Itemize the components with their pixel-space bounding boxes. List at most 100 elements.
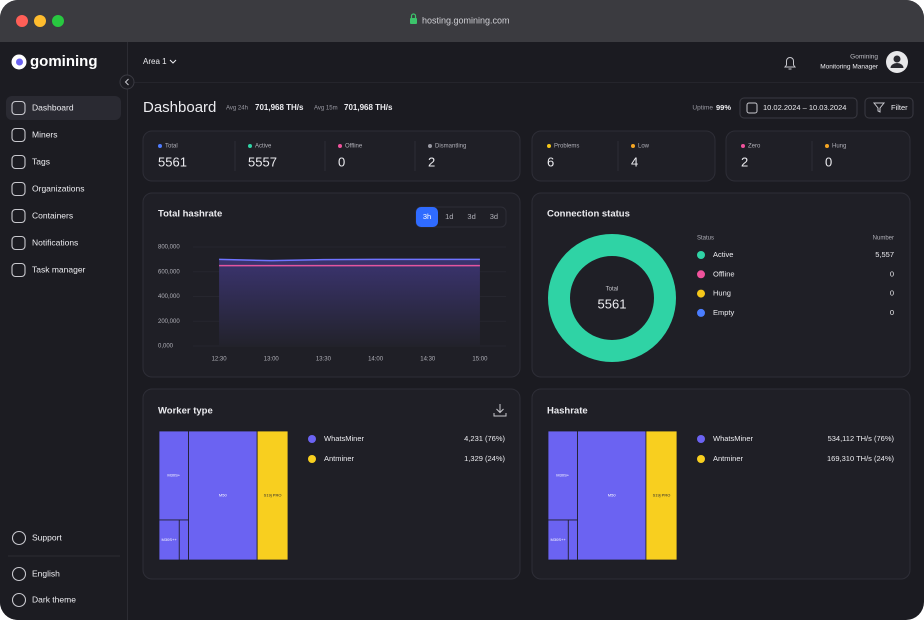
area-select[interactable]: Area 1 <box>143 57 177 66</box>
legend-dot <box>697 308 705 317</box>
bell-icon[interactable] <box>784 57 796 70</box>
legend-header: Status <box>697 236 714 242</box>
tab[interactable]: 1d <box>445 212 453 221</box>
legend-dot <box>697 270 705 279</box>
collapse-arrow <box>124 78 129 86</box>
treemap-tile <box>256 430 289 561</box>
item-label: Support <box>32 532 62 542</box>
chevron <box>169 59 177 64</box>
nav-icon <box>11 127 26 143</box>
sidebar <box>0 42 127 620</box>
legend-label: Antminer <box>713 454 744 463</box>
area-label: Area 1 <box>143 57 167 66</box>
tile-label: S19j PRO <box>264 493 282 498</box>
status-dot <box>248 144 252 148</box>
status-dot <box>338 144 342 148</box>
tile-label: S19j PRO <box>653 493 671 498</box>
legend-label: Hung <box>713 289 731 298</box>
date-range: 10.02.2024 – 10.03.2024 <box>763 103 846 112</box>
center-value: 5561 <box>598 296 627 311</box>
stat-label: Zero <box>748 144 761 150</box>
sidebar-bottom-item[interactable]: Dark theme <box>11 592 77 608</box>
tab[interactable]: 3h <box>416 207 438 227</box>
nav-item[interactable]: Containers <box>11 208 73 224</box>
card <box>725 130 911 182</box>
card <box>142 130 521 182</box>
nav-item[interactable]: Miners <box>11 127 58 143</box>
collapse-button[interactable] <box>119 74 135 90</box>
card-title: Hashrate <box>547 406 588 417</box>
tab[interactable]: 3d <box>490 212 498 221</box>
stat-value: 2 <box>428 154 435 169</box>
avg-label: Avg 24h <box>226 106 248 112</box>
legend-dot <box>697 251 705 259</box>
item-label: Dark theme <box>32 594 76 604</box>
treemap-tile <box>645 430 678 561</box>
tile-label: M30S++ <box>551 537 567 542</box>
x-tick-label: 14:00 <box>368 357 384 363</box>
lock-icon <box>410 18 417 24</box>
logo: gomining <box>30 53 98 70</box>
nav-item[interactable]: Task manager <box>11 262 86 278</box>
stat-label: Total <box>165 144 178 150</box>
status-dot <box>428 144 432 148</box>
sidebar-bottom-item[interactable]: English <box>11 566 61 582</box>
legend-value: 0 <box>890 269 894 278</box>
stat-value: 6 <box>547 154 554 169</box>
nav-label: Containers <box>32 210 73 220</box>
nav-icon <box>11 181 26 197</box>
legend-value: 169,310 TH/s (24%) <box>827 454 894 463</box>
tab-label: 1d <box>445 212 453 221</box>
avg-value: 701,968 TH/s <box>255 103 304 112</box>
item-icon <box>11 566 27 582</box>
stat-label: Hung <box>832 144 846 150</box>
x-tick-label: 15:00 <box>472 357 488 363</box>
tile-label: M50 <box>608 493 617 498</box>
stat-label: Low <box>638 144 650 150</box>
status-dot <box>547 144 551 148</box>
treemap-tile <box>567 519 578 561</box>
avatar-head <box>893 55 901 63</box>
filter-box <box>864 97 914 119</box>
legend-label: Antminer <box>324 454 355 463</box>
nav-item[interactable]: Notifications <box>11 235 78 251</box>
stat-value: 5557 <box>248 154 277 169</box>
treemap-tile <box>158 430 189 521</box>
sidebar-bottom-item[interactable]: Support <box>11 530 63 546</box>
filter-button[interactable]: Filter <box>864 97 914 119</box>
lock-shackle <box>410 13 417 18</box>
nav-icon <box>11 208 26 224</box>
tab-label: 3d <box>467 212 475 221</box>
legend-value: 534,112 TH/s (76%) <box>828 434 895 443</box>
stat-value: 4 <box>631 154 638 169</box>
download-icon[interactable] <box>493 404 507 417</box>
tile-label: M50 <box>219 493 228 498</box>
nav-item[interactable]: Tags <box>11 154 50 170</box>
card-title: Connection status <box>547 209 630 220</box>
tab-active <box>416 207 438 227</box>
date-picker[interactable]: 10.02.2024 – 10.03.2024 <box>739 97 858 119</box>
avatar-body <box>890 63 904 68</box>
legend-dot <box>308 455 316 463</box>
stat-value: 2 <box>741 154 748 169</box>
legend-value: 4,231 (76%) <box>464 434 505 443</box>
user-name: Gomining <box>850 54 878 61</box>
nav-item[interactable]: Organizations <box>11 181 84 197</box>
stat-value: 0 <box>825 154 832 169</box>
nav-item[interactable]: Dashboard <box>6 96 121 120</box>
y-tick-label: 0,000 <box>158 344 174 350</box>
nav-label: Miners <box>32 129 58 139</box>
donut-segment <box>548 234 676 362</box>
nav-active <box>6 96 121 120</box>
tile-label: M30S+ <box>167 473 180 478</box>
filter-icon <box>872 102 886 113</box>
nav-icon <box>11 262 26 278</box>
status-dot <box>631 144 635 148</box>
tab[interactable]: 3d <box>467 212 475 221</box>
legend-value: 5,557 <box>875 250 894 259</box>
line <box>219 258 480 262</box>
y-tick-label: 600,000 <box>158 269 180 275</box>
avg-label: Avg 15m <box>314 106 338 112</box>
